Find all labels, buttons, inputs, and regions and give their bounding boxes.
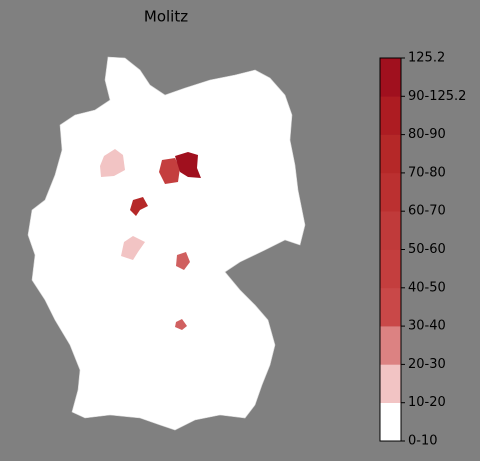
colorbar-segment [380,134,401,174]
region [121,236,145,260]
colorbar-segment [380,249,401,289]
map-title: Molitz [144,8,188,26]
region [175,319,187,330]
region [100,149,125,177]
colorbar-segment [380,287,401,327]
region [176,252,190,270]
colorbar-segment [380,211,401,250]
colorbar-label: 20-30 [408,357,446,372]
colorbar-label: 0-10 [408,434,438,449]
country-outline [27,56,306,431]
map [27,56,306,431]
colorbar-segment [380,402,401,442]
colorbar-label: 70-80 [408,165,446,180]
colorbar-label: 10-20 [408,395,446,410]
colorbar-label: 40-50 [408,280,446,295]
region [130,197,148,216]
region [159,158,180,184]
colorbar-segment [380,58,401,97]
colorbar-segment [380,326,401,365]
colorbar-segment [380,96,401,135]
colorbar-label: 90-125.2 [408,89,466,104]
colorbar: 0-10 10-20 20-30 30-40 40-50 50-60 60-70 70-80 8… [379,51,466,449]
colorbar-label: 125.2 [408,51,445,66]
colorbar-label: 50-60 [408,242,446,257]
region [175,152,201,178]
colorbar-label: 80-90 [408,127,446,142]
colorbar-segment [380,364,401,403]
colorbar-label: 30-40 [408,319,446,334]
colorbar-label: 60-70 [408,204,446,219]
colorbar-segment [380,172,401,212]
